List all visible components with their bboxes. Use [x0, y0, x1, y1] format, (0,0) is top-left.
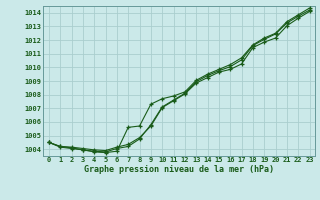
- X-axis label: Graphe pression niveau de la mer (hPa): Graphe pression niveau de la mer (hPa): [84, 165, 274, 174]
